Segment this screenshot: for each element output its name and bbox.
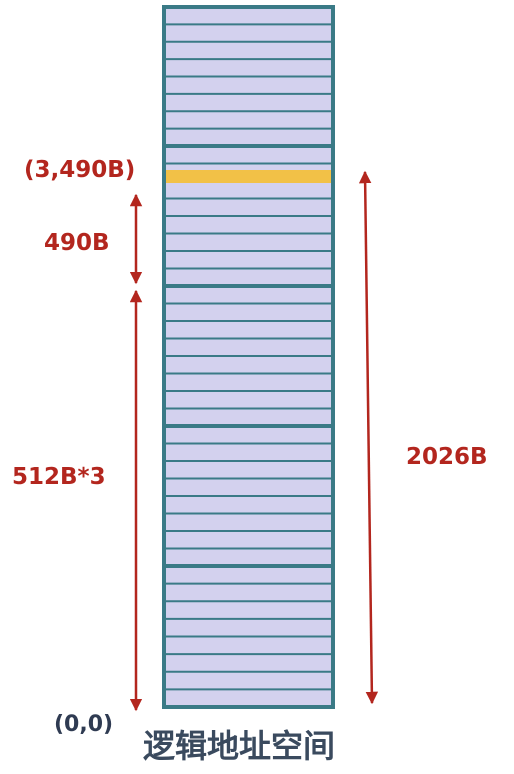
pages-length-label: 512B*3: [12, 464, 106, 490]
total-length-label: 2026B: [406, 444, 488, 470]
offset-length-label: 490B: [44, 230, 110, 256]
page-borders: [162, 5, 335, 709]
offset-point-label: (3,490B): [24, 157, 135, 183]
diagram-caption: 逻辑地址空间: [143, 727, 335, 765]
page-block: [162, 564, 335, 709]
address-space-column: [162, 5, 335, 709]
highlighted-address-bar: [165, 170, 333, 183]
total-2026-arrow: [358, 170, 379, 705]
origin-label: (0,0): [54, 712, 113, 737]
